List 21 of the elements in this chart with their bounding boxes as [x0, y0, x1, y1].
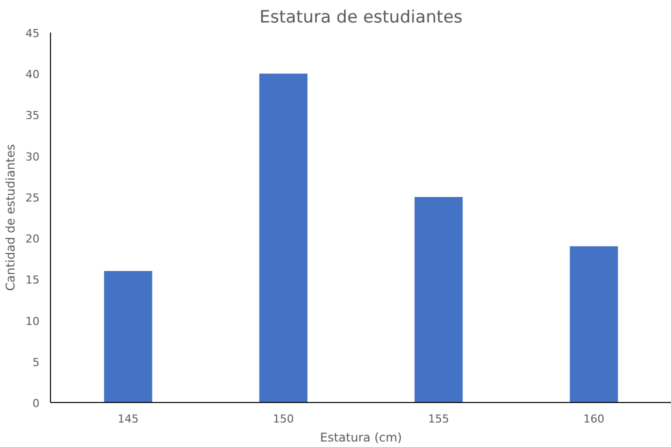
x-axis-title: Estatura (cm): [320, 430, 402, 444]
x-tick-label: 155: [428, 412, 450, 426]
y-tick-label: 35: [26, 109, 40, 122]
x-tick-label: 160: [583, 412, 604, 426]
y-tick-label: 5: [32, 356, 40, 369]
y-tick-label: 40: [26, 68, 40, 82]
y-axis-title: Cantidad de estudiantes: [4, 144, 18, 291]
y-tick-label: 25: [26, 191, 40, 204]
y-tick-label: 20: [26, 232, 40, 246]
bar: [104, 270, 152, 402]
chart-title: Estatura de estudiantes: [259, 8, 463, 28]
y-tick-label: 0: [32, 397, 40, 410]
y-tick-label: 10: [26, 314, 40, 328]
y-tick-label: 15: [26, 274, 40, 287]
bar: [259, 74, 308, 402]
bar: [570, 246, 618, 402]
x-tick-label: 145: [118, 412, 139, 426]
y-tick-label: 30: [26, 150, 40, 164]
x-tick-label: 150: [272, 412, 294, 426]
bar: [414, 196, 463, 402]
y-tick-label: 45: [26, 27, 40, 40]
